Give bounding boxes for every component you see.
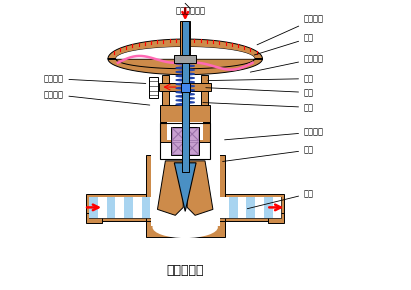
Bar <box>238 197 246 218</box>
Bar <box>148 77 159 98</box>
Bar <box>186 142 198 154</box>
Text: 密封填料: 密封填料 <box>224 128 324 140</box>
Bar <box>203 197 211 218</box>
Bar <box>172 128 184 140</box>
Bar <box>211 197 220 218</box>
Bar <box>181 83 189 92</box>
Bar <box>268 213 284 223</box>
Bar <box>201 75 208 122</box>
Bar <box>145 221 225 237</box>
Bar <box>168 197 176 218</box>
Bar <box>150 155 220 226</box>
Bar <box>133 197 141 218</box>
Bar <box>176 197 185 218</box>
Text: 阀座: 阀座 <box>247 189 314 209</box>
Bar <box>225 193 284 221</box>
Polygon shape <box>108 59 263 75</box>
Bar <box>160 105 210 122</box>
Text: 膜片: 膜片 <box>254 34 314 55</box>
Bar <box>272 197 281 218</box>
Bar <box>172 142 184 154</box>
Polygon shape <box>108 39 263 59</box>
Text: 膜室下腔: 膜室下腔 <box>250 54 324 72</box>
Bar <box>220 197 229 218</box>
Text: 推杆: 推杆 <box>206 88 314 97</box>
Text: 行程刻度: 行程刻度 <box>44 90 150 105</box>
Text: 弹簧: 弹簧 <box>208 74 314 83</box>
Polygon shape <box>187 161 213 215</box>
Bar <box>89 197 98 218</box>
Text: 阀杆: 阀杆 <box>203 103 314 112</box>
Ellipse shape <box>152 216 218 238</box>
Bar <box>160 122 210 142</box>
Bar <box>150 197 159 218</box>
Polygon shape <box>116 47 254 59</box>
Bar <box>167 122 203 140</box>
Bar <box>115 197 124 218</box>
Bar <box>171 127 199 155</box>
Bar <box>229 197 238 218</box>
Bar <box>86 193 145 221</box>
Bar <box>185 197 194 218</box>
Text: 气动薄膜阀: 气动薄膜阀 <box>166 264 204 277</box>
Bar <box>145 155 225 229</box>
Bar <box>89 197 281 218</box>
Bar <box>124 197 133 218</box>
Bar <box>106 197 115 218</box>
Text: 阀芯: 阀芯 <box>223 146 314 162</box>
Bar <box>159 83 211 90</box>
Bar <box>186 128 198 140</box>
Text: 膜室上腔: 膜室上腔 <box>257 15 324 45</box>
Bar <box>194 197 203 218</box>
Bar <box>98 197 106 218</box>
Bar <box>174 55 196 63</box>
Bar <box>264 197 272 218</box>
Bar <box>86 213 102 223</box>
Text: 压力信号入口: 压力信号入口 <box>175 6 205 15</box>
Bar <box>180 21 190 59</box>
Bar <box>246 197 255 218</box>
Polygon shape <box>157 161 183 215</box>
Bar <box>182 21 189 172</box>
Text: 行程指针: 行程指针 <box>44 74 146 84</box>
Bar <box>141 197 150 218</box>
Polygon shape <box>174 163 196 211</box>
Bar <box>162 75 169 122</box>
Bar <box>159 197 168 218</box>
Bar <box>255 197 264 218</box>
Bar <box>160 123 210 159</box>
